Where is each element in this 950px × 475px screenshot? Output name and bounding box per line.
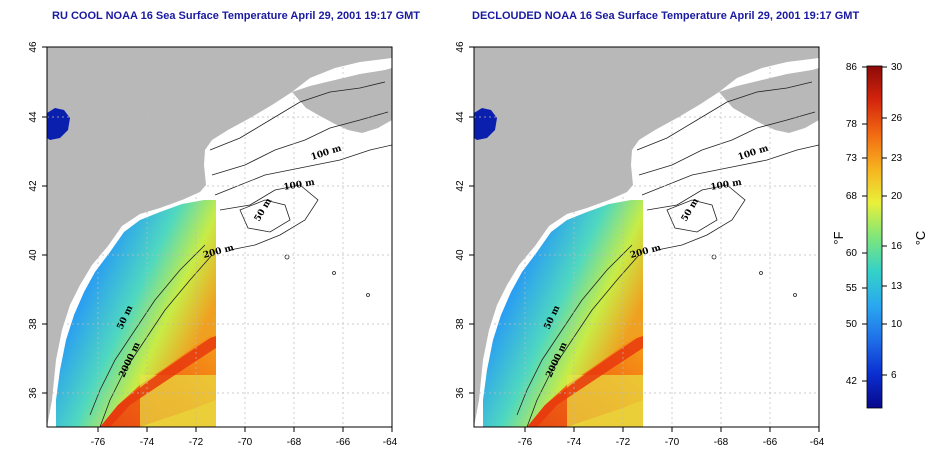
left-lat-tick: 36 (28, 387, 39, 399)
colorbar-fahrenheit-axis: 86 78 73 68 60 55 50 42 °F (831, 62, 867, 387)
colorbar-f-tick: 68 (846, 191, 858, 202)
colorbar-f-tick: 42 (846, 376, 858, 387)
left-lon-tick: -70 (238, 437, 253, 448)
right-lake-ontario (474, 108, 497, 140)
left-lake-ontario (47, 108, 70, 140)
right-lat-tick: 36 (455, 387, 466, 399)
colorbar-f-tick: 55 (846, 283, 858, 294)
left-lon-tick: -76 (91, 437, 106, 448)
right-lat-tick: 38 (455, 318, 466, 330)
right-lon-tick: -70 (665, 437, 680, 448)
left-lon-tick: -72 (189, 437, 204, 448)
right-grid (474, 47, 819, 427)
right-lat-tick: 44 (455, 111, 466, 123)
left-lon-tick: -68 (287, 437, 302, 448)
left-lat-tick: 46 (28, 41, 39, 53)
temperature-colorbar: 86 78 73 68 60 55 50 42 °F 30 26 23 20 1… (831, 62, 928, 409)
colorbar-c-tick: 16 (891, 241, 903, 252)
colorbar-c-tick: 6 (891, 370, 897, 381)
colorbar-celsius-unit: °C (913, 231, 928, 246)
colorbar-c-tick: 13 (891, 281, 903, 292)
right-sst-red-band (527, 336, 643, 427)
left-lon-tick: -64 (383, 437, 398, 448)
right-lon-tick: -76 (518, 437, 533, 448)
right-lat-tick: 46 (455, 41, 466, 53)
left-lon-tick: -66 (336, 437, 351, 448)
right-lat-axis: 46 44 42 40 38 36 (455, 41, 474, 399)
colorbar-celsius-axis: 30 26 23 20 16 13 10 6 °C (882, 62, 928, 381)
left-grid (47, 47, 392, 427)
left-map-frame (46, 46, 393, 428)
colorbar-gradient (866, 65, 883, 409)
left-lon-axis: -76 -74 -72 -70 -68 -66 -64 (91, 427, 398, 448)
left-lon-tick: -74 (140, 437, 155, 448)
left-sst-red-band (100, 336, 216, 427)
right-lon-tick: -74 (567, 437, 582, 448)
left-lat-tick: 38 (28, 318, 39, 330)
left-map-panel: 100 m 100 m 50 m 200 m 50 m 2000 m 46 44… (28, 41, 398, 448)
right-map-panel: 100 m 100 m 50 m 200 m 50 m 2000 m 46 44… (455, 41, 825, 448)
left-lat-tick: 40 (28, 249, 39, 261)
colorbar-c-tick: 30 (891, 62, 903, 73)
colorbar-f-tick: 73 (846, 153, 858, 164)
right-lon-axis: -76 -74 -72 -70 -68 -66 -64 (518, 427, 825, 448)
colorbar-c-tick: 23 (891, 153, 903, 164)
right-map-frame (473, 46, 820, 428)
colorbar-c-tick: 26 (891, 113, 903, 124)
right-lon-tick: -72 (616, 437, 631, 448)
left-lat-tick: 44 (28, 111, 39, 123)
colorbar-f-tick: 60 (846, 248, 858, 259)
colorbar-c-tick: 20 (891, 191, 903, 202)
colorbar-fahrenheit-unit: °F (831, 231, 846, 244)
colorbar-f-tick: 78 (846, 119, 858, 130)
left-bathymetry-contours (89, 81, 392, 427)
right-bathymetry-contours (516, 81, 819, 427)
colorbar-f-tick: 50 (846, 319, 858, 330)
right-land-mass (474, 47, 819, 427)
right-lon-tick: -68 (714, 437, 729, 448)
left-map-title: RU COOL NOAA 16 Sea Surface Temperature … (52, 10, 421, 22)
right-lon-tick: -66 (763, 437, 778, 448)
left-lat-tick: 42 (28, 180, 39, 192)
left-lat-axis: 46 44 42 40 38 36 (28, 41, 47, 399)
right-map-title: DECLOUDED NOAA 16 Sea Surface Temperatur… (472, 10, 860, 22)
right-lon-tick: -64 (810, 437, 825, 448)
left-land-mass (47, 47, 392, 427)
colorbar-c-tick: 10 (891, 319, 903, 330)
right-lat-tick: 42 (455, 180, 466, 192)
colorbar-f-tick: 86 (846, 62, 858, 73)
right-lat-tick: 40 (455, 249, 466, 261)
